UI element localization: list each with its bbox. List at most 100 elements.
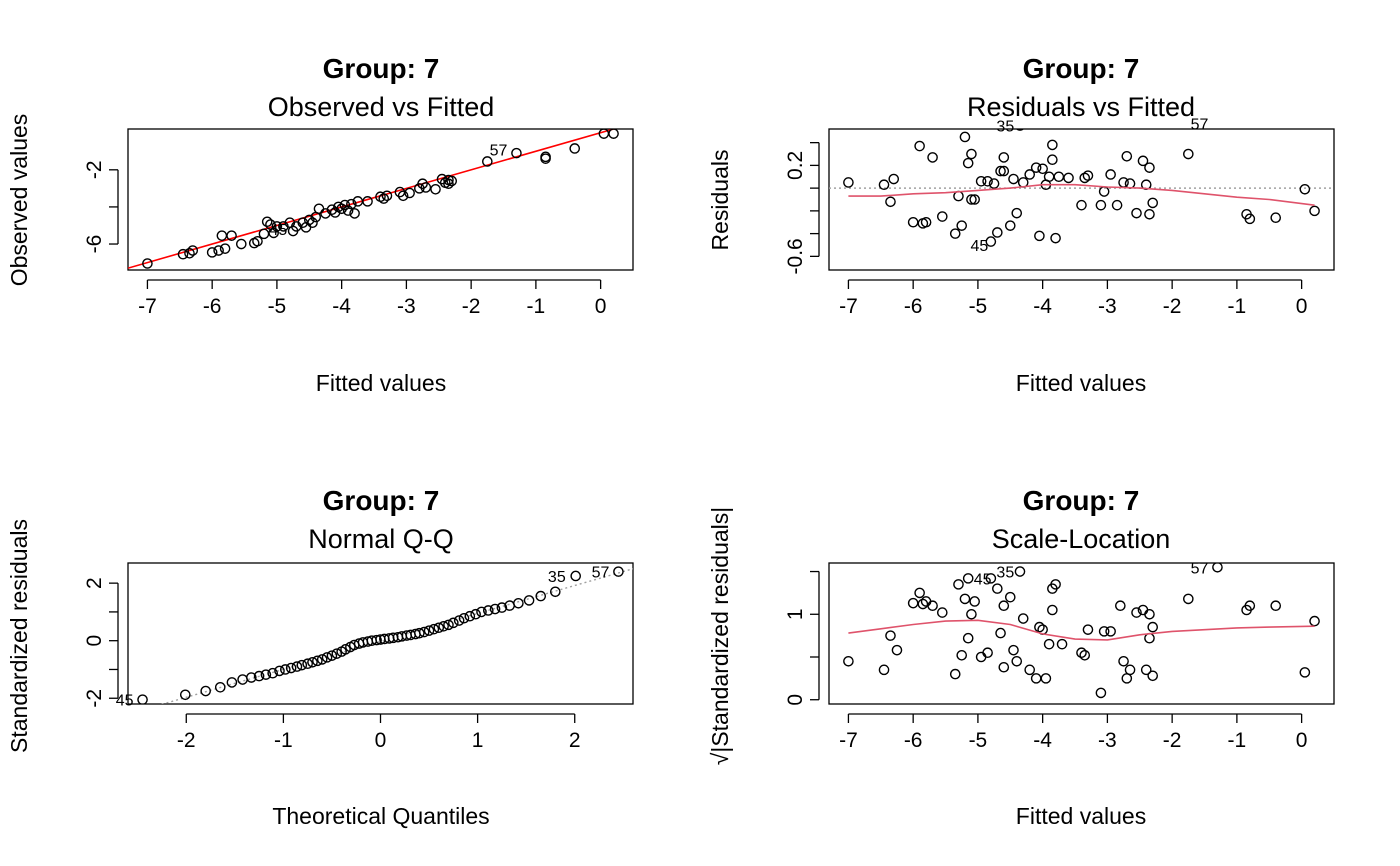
x-tick-label: -5 [969,295,988,318]
x-tick-label: 0 [1296,729,1308,752]
x-tick-label: -1 [1228,295,1247,318]
data-point [888,173,900,185]
point-label: 45 [116,693,134,710]
x-tick-label: -4 [1033,295,1052,318]
data-point [482,605,494,616]
data-point [291,661,303,672]
data-point [340,644,351,655]
x-tick-label: -7 [839,295,858,318]
y-axis-title: √|Standardized residuals| [707,507,733,766]
plot-area [128,129,619,269]
data-point [1124,178,1136,189]
data-point [1043,638,1055,650]
data-point [1131,607,1142,618]
x-tick-label: -4 [1033,729,1052,752]
y-tick-label: -6 [83,235,106,254]
data-point [992,583,1003,594]
panel-residuals-vs-fitted: Group: 7 Residuals vs Fitted Fitted valu… [707,53,1335,396]
plot-area [829,129,1334,247]
data-point [1050,579,1061,590]
data-point [213,245,224,256]
data-point [535,590,547,602]
data-point [937,211,948,222]
data-point [917,598,929,610]
data-point [1024,664,1036,676]
data-point [956,649,968,661]
panel-subtitle: Observed vs Fitted [268,92,495,122]
data-point [988,178,1000,189]
data-point [959,593,971,605]
y-tick-label: -0.6 [784,238,807,274]
data-point [362,196,373,207]
data-point [476,606,487,618]
data-point [959,131,971,143]
data-point [1017,613,1029,624]
y-axis-title: Observed values [6,114,32,287]
data-point [1118,655,1129,667]
y-tick-label: 0.2 [784,151,807,180]
data-point [937,607,948,618]
data-point [236,238,247,250]
x-tick-label: -6 [904,729,923,752]
data-point [969,194,980,205]
data-point [443,619,454,631]
data-point [969,596,980,607]
y-axis-title: Residuals [707,150,733,251]
data-point [464,610,476,622]
data-point [1050,232,1061,244]
data-point [949,228,961,239]
data-point [1124,664,1136,676]
x-tick-label: -7 [138,295,157,318]
data-point [962,573,974,584]
data-point [998,661,1010,673]
data-point [1004,220,1016,231]
data-point [417,178,428,190]
data-point [1137,155,1149,167]
x-tick-label: 0 [595,295,607,318]
data-point [540,153,551,164]
panel-title: Group: 7 [323,485,440,516]
panel-normal-qq: Group: 7 Normal Q-Q Theoretical Quantile… [6,485,634,829]
data-point [920,216,932,228]
data-point [1011,655,1023,667]
data-point [219,243,231,254]
data-point [956,220,968,231]
x-tick-label: -5 [969,729,988,752]
x-tick-label: -6 [203,295,222,318]
data-point [316,654,328,665]
data-point [1008,173,1019,185]
data-point [226,677,238,688]
data-point [303,214,315,226]
data-point [404,187,415,199]
data-point [1063,172,1074,184]
x-tick-label: -3 [397,295,416,318]
y-tick-label: 0 [83,635,106,647]
y-tick-label: 2 [83,577,106,589]
data-point [349,208,360,219]
data-point [420,182,432,193]
data-point [1111,199,1123,211]
data-point [992,227,1003,238]
data-point [489,603,501,615]
x-tick-label: -2 [462,295,481,318]
data-point [336,203,347,215]
data-point [1212,563,1223,573]
data-point [998,600,1010,612]
x-tick-label: -5 [268,295,287,318]
data-point [1147,670,1159,682]
data-point [1244,213,1256,225]
data-point [177,248,189,260]
data-point [511,147,522,159]
data-point [1037,163,1048,175]
data-point [326,650,338,661]
data-point [1144,208,1155,220]
data-point [268,227,279,239]
data-point [246,672,257,683]
data-point [1144,162,1155,173]
x-axis-title: Fitted values [1016,370,1146,396]
data-point [1040,673,1052,684]
data-point [1014,566,1026,577]
data-point [966,148,977,160]
x-tick-label: -1 [274,729,293,752]
